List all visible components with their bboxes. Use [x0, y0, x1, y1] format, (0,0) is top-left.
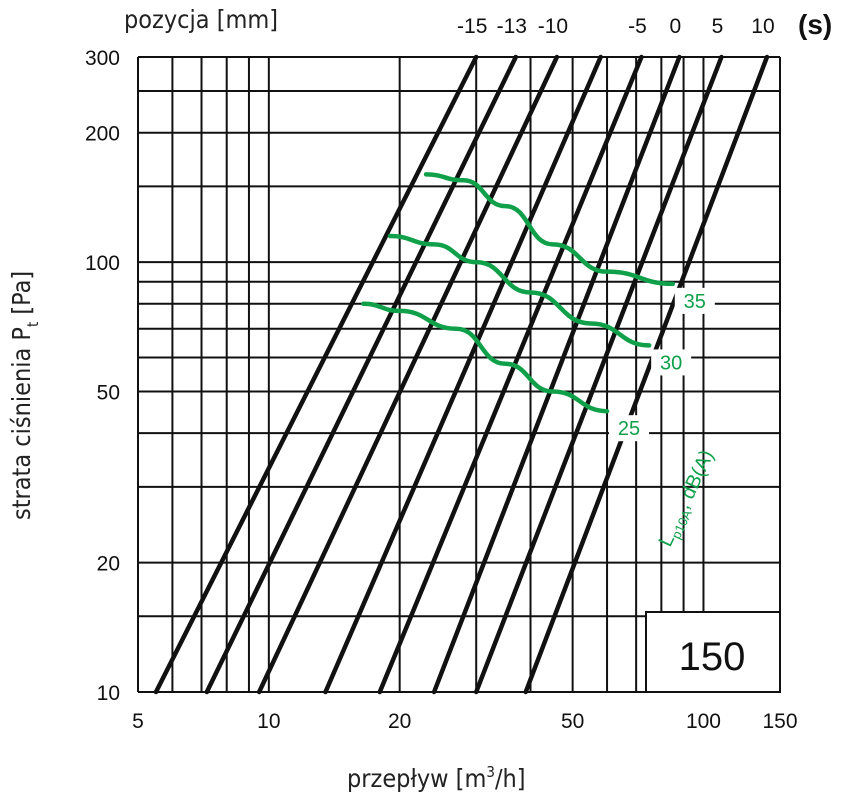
noise-label-bg-35: [674, 287, 715, 314]
noise-curve-25: [361, 301, 610, 414]
y-tick-labels: 10 20 50 100 200 300: [85, 47, 120, 705]
y-tick-label-3: 100: [85, 252, 120, 275]
x-tick-labels: 5 10 20 50 100 150: [132, 710, 797, 733]
x-tick-label-5: 150: [762, 710, 797, 733]
noise-label-bg-25: [609, 415, 650, 442]
y-tick-label-0: 10: [97, 682, 120, 705]
damper-line-7: [523, 54, 770, 695]
top-position-labels: -15 -13 -10 -5 0 5 10: [457, 15, 775, 38]
x-axis-title-sup: 3: [486, 763, 495, 781]
y-tick-label-2: 50: [97, 382, 120, 405]
y-axis-title: strata ciśnienia Pt [Pa]: [7, 271, 42, 520]
y-axis-title-text: strata ciśnienia P: [7, 327, 36, 520]
noise-label-25: 25: [618, 418, 640, 440]
damper-line-4: [377, 54, 644, 695]
top-position-label-1: -13: [497, 15, 527, 38]
top-axis-title: pozycja [mm]: [124, 5, 278, 34]
damper-line-2: [256, 54, 560, 695]
top-position-label-7: 10: [751, 15, 774, 38]
noise-label-30: 30: [660, 352, 682, 374]
x-tick-label-0: 5: [132, 710, 144, 733]
top-position-label-4: -5: [628, 15, 647, 38]
size-box: [645, 611, 781, 693]
top-axis-unit: (s): [798, 9, 832, 40]
x-tick-label-3: 50: [561, 710, 584, 733]
noise-annotation: Lp10A, dB(A): [655, 447, 722, 552]
noise-label-35: 35: [684, 291, 706, 313]
y-axis-title-sub: t: [24, 322, 42, 327]
noise-curves: [361, 172, 676, 414]
x-axis-title-text: przepływ [m: [347, 764, 486, 793]
damper-line-5: [431, 54, 682, 695]
noise-annotation-tail: , dB(A): [672, 447, 718, 513]
top-position-label-5: 0: [669, 15, 681, 38]
noise-label-bg-30: [651, 349, 692, 376]
x-tick-label-1: 10: [257, 710, 280, 733]
noise-curve-30: [387, 233, 652, 348]
size-label: 150: [679, 635, 746, 679]
noise-curve-35: [423, 172, 676, 287]
damper-line-0: [153, 54, 479, 695]
x-tick-label-2: 20: [388, 710, 411, 733]
damper-line-3: [323, 54, 603, 695]
top-position-label-2: -10: [538, 15, 568, 38]
y-axis-title-tail: [Pa]: [7, 271, 36, 322]
x-tick-label-4: 100: [686, 710, 721, 733]
y-tick-label-4: 200: [85, 123, 120, 146]
noise-curve-labels: 35 30 25: [609, 287, 715, 442]
y-tick-label-5: 300: [85, 47, 120, 70]
top-position-label-6: 5: [712, 15, 724, 38]
damper-line-1: [204, 54, 519, 695]
y-tick-label-1: 20: [97, 553, 120, 576]
x-axis-title: przepływ [m3/h]: [347, 763, 526, 793]
damper-line-6: [473, 54, 724, 695]
top-position-label-0: -15: [457, 15, 487, 38]
x-axis-title-tail: /h]: [495, 764, 526, 793]
damper-position-lines: [153, 54, 770, 695]
